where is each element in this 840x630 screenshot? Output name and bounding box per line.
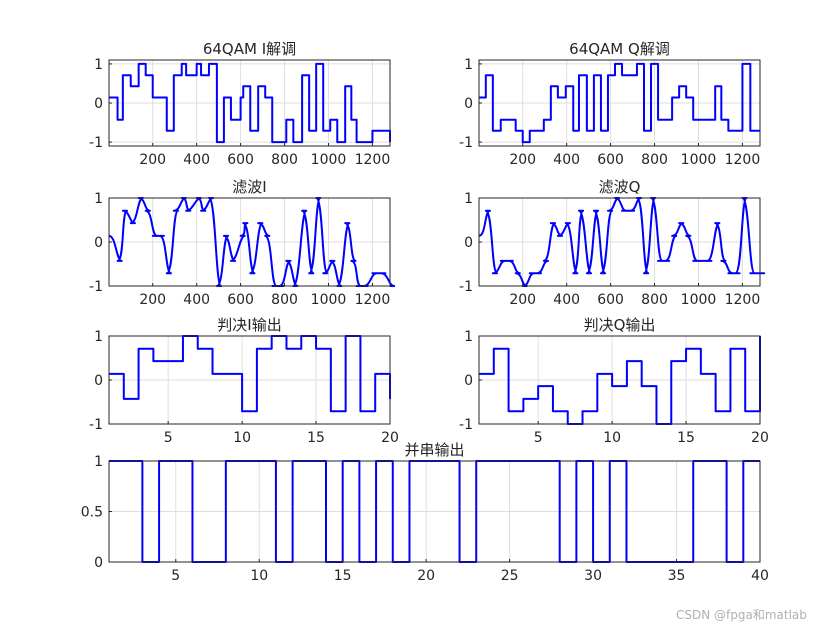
- x-tick-label: 1000: [311, 152, 347, 168]
- y-tick-label: -1: [89, 417, 103, 433]
- x-tick-label: 5: [171, 568, 180, 584]
- chart-title: 判决I输出: [217, 316, 281, 334]
- x-tick-label: 1200: [725, 152, 761, 168]
- y-tick-label: 0.5: [81, 505, 103, 521]
- x-tick-label: 800: [271, 292, 298, 308]
- y-tick-label: 0: [94, 96, 103, 112]
- chart-title: 64QAM I解调: [203, 40, 296, 58]
- subplot-6: 5 10 15 20 -1 0 1 判决Q输出: [459, 316, 769, 446]
- series-line-I-filtered: [108, 197, 396, 287]
- y-tick-label: 0: [94, 235, 103, 251]
- x-tick-label: 800: [271, 152, 298, 168]
- x-tick-label: 600: [227, 292, 254, 308]
- watermark: CSDN @fpga和matlab: [676, 608, 807, 622]
- x-tick-label: 10: [250, 568, 268, 584]
- x-tick-label: 1200: [355, 152, 391, 168]
- x-tick-label: 35: [668, 568, 686, 584]
- subplot-1: 200 400 600 800 1000 1200 -1 0 1 64QAM I解调: [89, 40, 391, 168]
- x-tick-label: 400: [553, 152, 580, 168]
- y-tick-label: 0: [464, 96, 473, 112]
- y-tick-label: -1: [89, 135, 103, 151]
- x-tick-label: 200: [509, 152, 536, 168]
- y-tick-label: 0: [94, 555, 103, 571]
- x-tick-label: 15: [677, 430, 695, 446]
- x-tick-label: 15: [334, 568, 352, 584]
- y-tick-label: 0: [464, 235, 473, 251]
- x-tick-label: 30: [584, 568, 602, 584]
- y-tick-label: 1: [464, 329, 473, 345]
- x-tick-label: 800: [641, 152, 668, 168]
- series-line-Q: [479, 62, 760, 144]
- y-tick-label: 1: [94, 191, 103, 207]
- y-tick-label: -1: [459, 135, 473, 151]
- y-tick-label: 1: [464, 191, 473, 207]
- chart-title: 判决Q输出: [584, 316, 656, 334]
- x-tick-label: 10: [233, 430, 251, 446]
- x-tick-label: 10: [603, 430, 621, 446]
- series-line-Q-filtered: [478, 197, 766, 287]
- x-tick-label: 15: [307, 430, 325, 446]
- x-tick-label: 200: [139, 152, 166, 168]
- subplot-5: 5 10 15 20 -1 0 1 判决I输出: [89, 316, 399, 446]
- y-tick-label: 0: [464, 373, 473, 389]
- series-line-I: [109, 62, 391, 144]
- x-tick-label: 40: [751, 568, 769, 584]
- y-tick-label: -1: [459, 417, 473, 433]
- y-tick-label: 1: [94, 454, 103, 470]
- chart-title: 64QAM Q解调: [569, 40, 670, 58]
- x-tick-label: 5: [164, 430, 173, 446]
- subplot-4: 200 400 600 800 1000 1200 -1 0 1 滤波Q: [459, 178, 766, 308]
- x-tick-label: 800: [641, 292, 668, 308]
- y-tick-label: 0: [94, 373, 103, 389]
- x-tick-label: 5: [534, 430, 543, 446]
- y-tick-label: 1: [94, 329, 103, 345]
- chart-title: 滤波I: [232, 178, 266, 196]
- y-tick-label: 1: [94, 57, 103, 73]
- x-tick-label: 1000: [311, 292, 347, 308]
- y-tick-label: 1: [464, 57, 473, 73]
- chart-title: 滤波Q: [599, 178, 641, 196]
- x-tick-label: 200: [509, 292, 536, 308]
- subplot-7: 5 10 15 20 25 30 35 40 0 0.5 1 并串输出: [81, 441, 769, 584]
- x-tick-label: 25: [501, 568, 519, 584]
- series-line-Q-decision: [479, 336, 761, 425]
- x-tick-label: 20: [417, 568, 435, 584]
- x-tick-label: 400: [183, 152, 210, 168]
- x-tick-label: 1200: [355, 292, 391, 308]
- x-tick-label: 400: [553, 292, 580, 308]
- subplot-3: 200 400 600 800 1000 1200 -1 0 1 滤波I: [89, 178, 396, 308]
- x-tick-label: 1200: [725, 292, 761, 308]
- x-tick-label: 600: [597, 292, 624, 308]
- x-tick-label: 600: [597, 152, 624, 168]
- x-tick-label: 1000: [681, 152, 717, 168]
- subplot-2: 200 400 600 800 1000 1200 -1 0 1 64QAM Q解调: [459, 40, 761, 168]
- x-tick-label: 20: [381, 430, 399, 446]
- x-tick-label: 600: [227, 152, 254, 168]
- x-tick-label: 1000: [681, 292, 717, 308]
- x-tick-label: 200: [139, 292, 166, 308]
- x-tick-label: 400: [183, 292, 210, 308]
- y-tick-label: -1: [89, 279, 103, 295]
- y-tick-label: -1: [459, 279, 473, 295]
- chart-title: 并串输出: [404, 441, 464, 459]
- x-tick-label: 20: [751, 430, 769, 446]
